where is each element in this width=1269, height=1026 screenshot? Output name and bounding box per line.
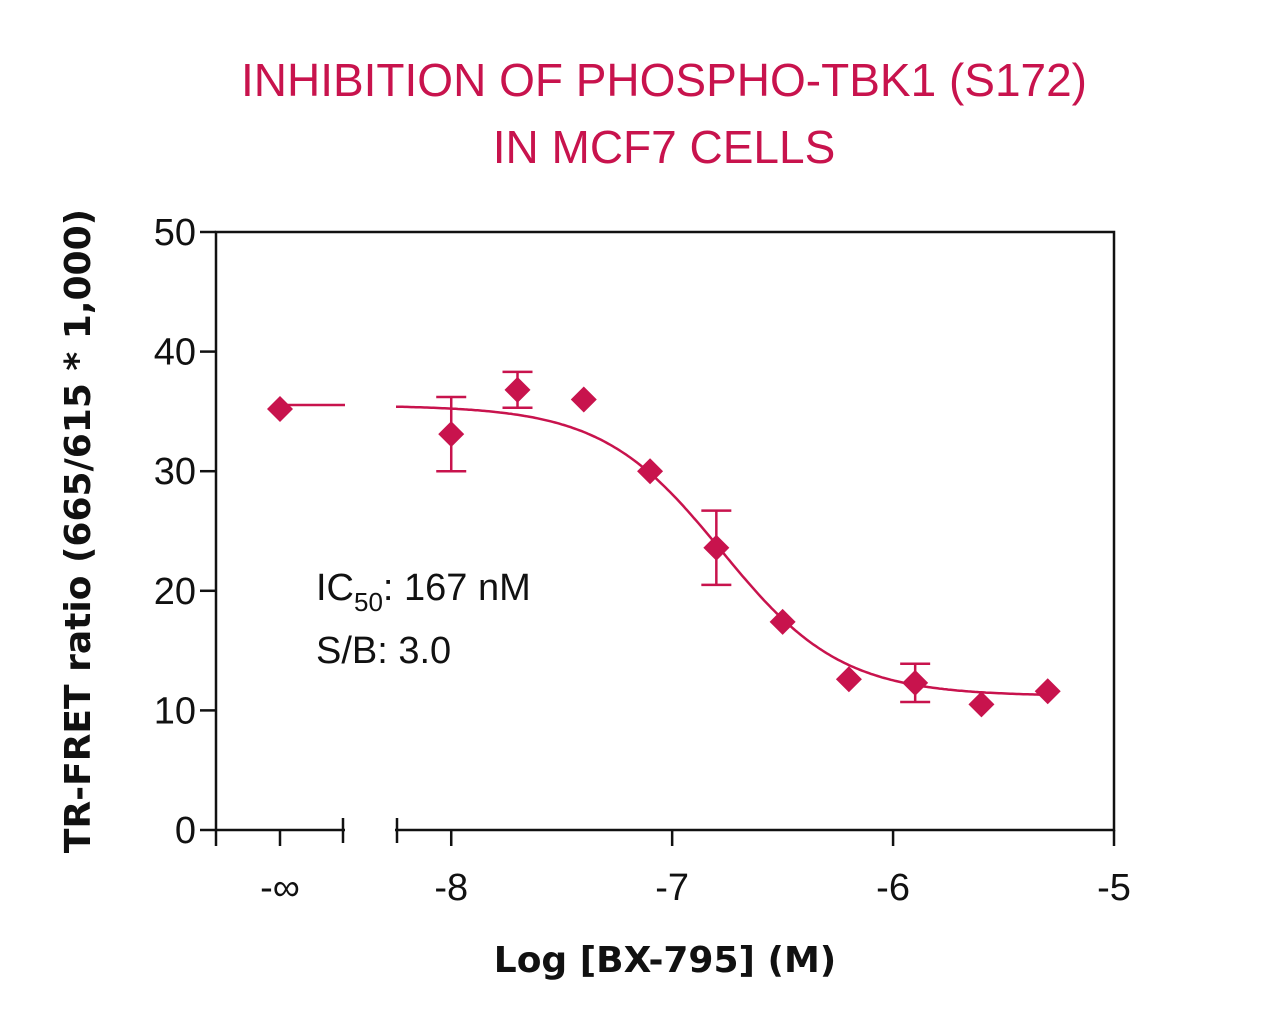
y-tick-label-20: 20: [154, 571, 196, 613]
chart-title-line-2: IN MCF7 CELLS: [493, 121, 836, 173]
data-point-9: [1034, 678, 1061, 705]
y-tick-label-40: 40: [154, 332, 196, 374]
signal-background-annotation: S/B: 3.0: [316, 630, 451, 672]
data-point-8: [968, 691, 995, 718]
y-tick-label-50: 50: [154, 212, 196, 254]
x-tick-label-3: -6: [876, 867, 910, 909]
y-tick-label-10: 10: [154, 690, 196, 732]
ic50-annotation: IC50: 167 nM: [316, 567, 531, 617]
y-axis-label: TR-FRET ratio (665/615 * 1,000): [58, 209, 99, 853]
y-tick-label-30: 30: [154, 451, 196, 493]
y-tick-label-0: 0: [175, 810, 196, 852]
axes: 0 10 20 30 40 50 -∞ -8 -7 -6 -5: [154, 212, 1131, 909]
data-points-layer: [267, 370, 1061, 718]
data-point-7: [902, 669, 929, 696]
chart-title-line-1: INHIBITION OF PHOSPHO-TBK1 (S172): [241, 54, 1087, 106]
ic50-value: : 167 nM: [383, 567, 531, 609]
x-axis-label: Log [BX-795] (M): [494, 940, 837, 981]
data-point-3: [637, 458, 664, 485]
x-tick-label-4: -5: [1097, 867, 1131, 909]
data-point-5: [769, 608, 796, 635]
x-tick-label-1: -8: [434, 867, 468, 909]
plot-frame: [214, 230, 1116, 832]
ic50-subscript: 50: [354, 587, 383, 617]
axis-break-gap: [345, 820, 395, 840]
data-point-2: [570, 386, 597, 413]
x-tick-label-0: -∞: [260, 867, 300, 909]
data-point-6: [835, 666, 862, 693]
data-point-0: [438, 421, 465, 448]
data-point-baseline: [267, 396, 293, 423]
ic50-prefix: IC: [316, 567, 354, 609]
data-point-4: [703, 534, 730, 561]
data-point-1: [504, 376, 531, 403]
x-tick-label-2: -7: [655, 867, 689, 909]
